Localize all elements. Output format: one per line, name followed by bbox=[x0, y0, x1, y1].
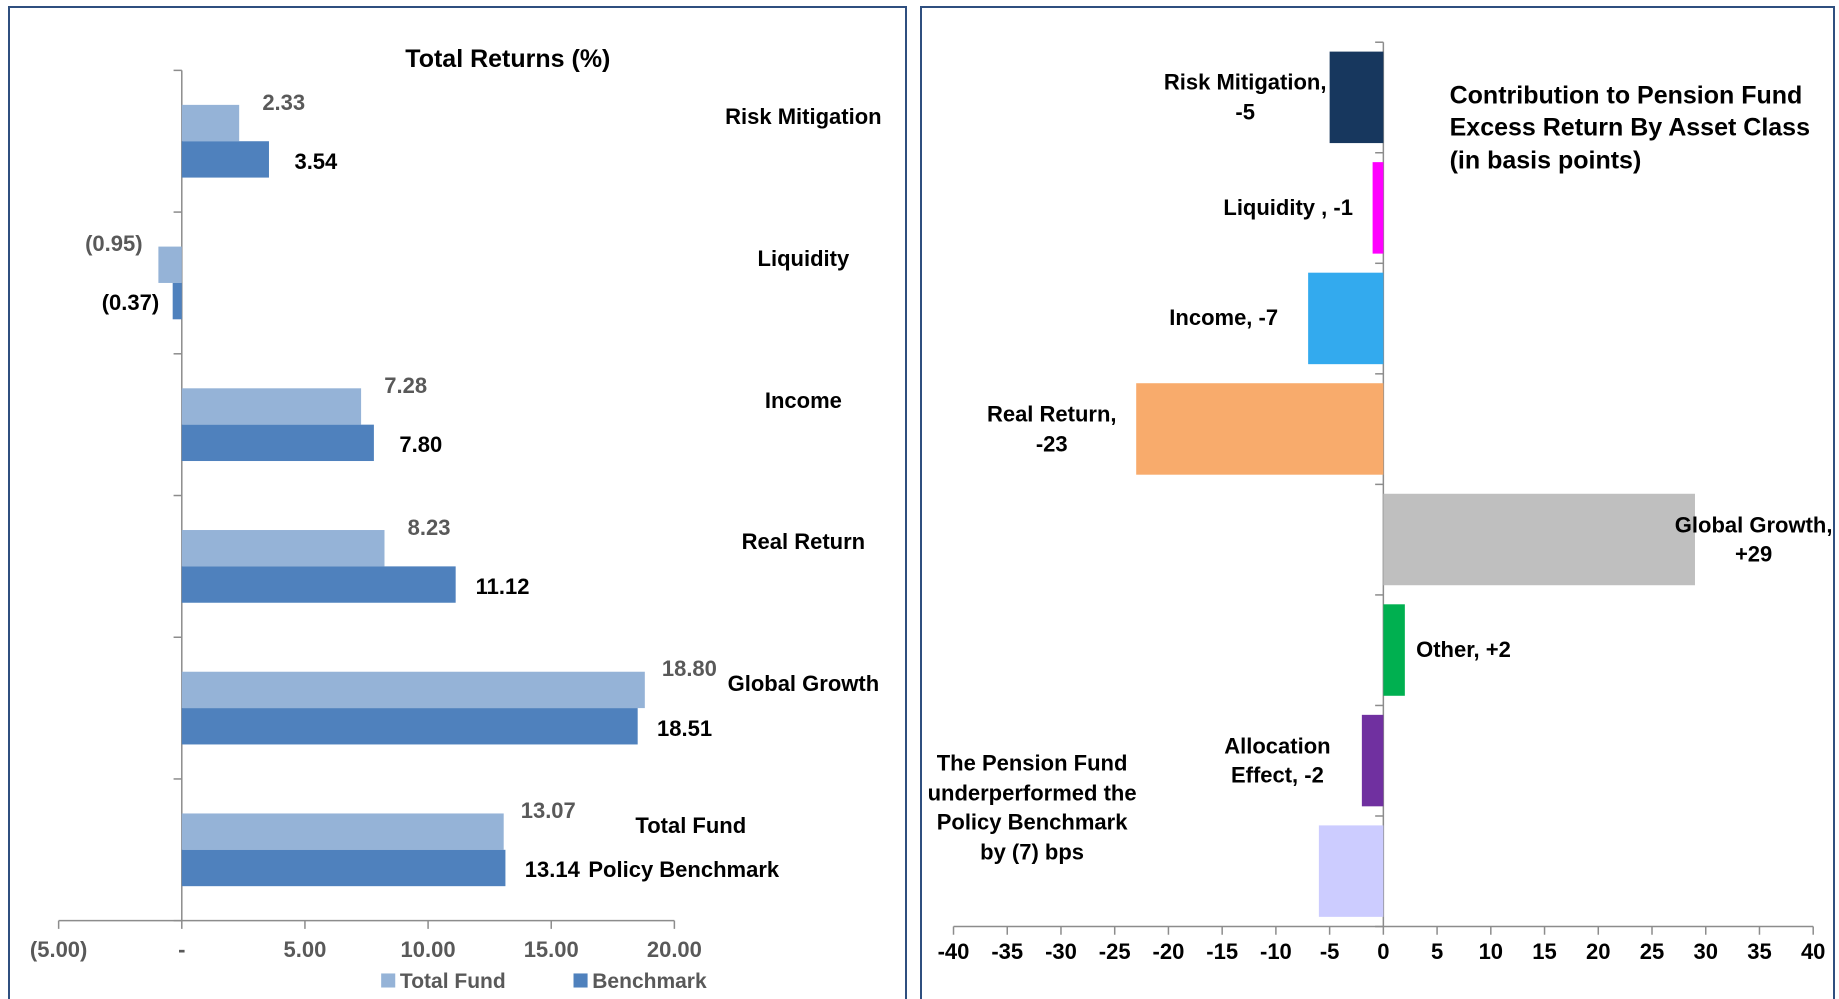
legend-label: Total Fund bbox=[399, 969, 506, 993]
x-tick-label: 35 bbox=[1747, 939, 1772, 965]
x-tick-label: -35 bbox=[991, 939, 1024, 965]
value-label: 11.12 bbox=[475, 574, 530, 600]
value-label: Income, -7 bbox=[1169, 305, 1279, 331]
x-tick-label: (5.00) bbox=[29, 937, 88, 963]
bar bbox=[172, 282, 182, 320]
category-label: Global Growth bbox=[727, 671, 880, 697]
bar bbox=[1136, 383, 1384, 475]
category-label: Risk Mitigation bbox=[725, 104, 882, 130]
bar bbox=[1308, 272, 1384, 365]
x-tick-label: -20 bbox=[1152, 939, 1185, 965]
bar bbox=[181, 104, 240, 142]
x-tick-label: 30 bbox=[1693, 939, 1718, 965]
value-label: 7.80 bbox=[399, 432, 443, 458]
value-label: Risk Mitigation, -5 bbox=[1163, 69, 1327, 125]
chart-title: Contribution to Pension Fund Excess Retu… bbox=[1449, 81, 1810, 175]
x-tick-label: -25 bbox=[1098, 939, 1131, 965]
value-label: 3.54 bbox=[294, 148, 338, 174]
x-tick-label: 20.00 bbox=[646, 937, 702, 963]
category-label: Total Fund bbox=[635, 813, 747, 839]
value-label: 18.51 bbox=[657, 715, 713, 741]
x-tick-label: -15 bbox=[1206, 939, 1239, 965]
category-label: Real Return bbox=[741, 529, 866, 555]
bar bbox=[181, 671, 645, 709]
bar bbox=[181, 424, 374, 462]
value-label: 7.28 bbox=[384, 373, 428, 399]
x-tick-label: 15 bbox=[1532, 939, 1557, 965]
annotation: The Pension Fund underperformed the Poli… bbox=[927, 750, 1137, 865]
x-tick-label: 20 bbox=[1586, 939, 1611, 965]
bar bbox=[1318, 825, 1384, 917]
bar bbox=[158, 246, 182, 283]
right-panel bbox=[920, 6, 1835, 999]
chart-title: Total Returns (%) bbox=[405, 44, 611, 73]
legend-swatch bbox=[381, 973, 396, 988]
x-tick-label: 10.00 bbox=[400, 937, 456, 963]
value-label: 8.23 bbox=[407, 514, 451, 540]
x-tick-label: -10 bbox=[1259, 939, 1292, 965]
category-label: Liquidity bbox=[757, 246, 850, 272]
x-tick-label: -30 bbox=[1045, 939, 1077, 965]
bar bbox=[1361, 714, 1384, 807]
value-label: Other, +2 bbox=[1416, 637, 1511, 663]
x-tick-label: 40 bbox=[1800, 939, 1826, 965]
value-label: Liquidity , -1 bbox=[1223, 195, 1353, 221]
value-label: 13.07 bbox=[520, 798, 576, 824]
value-label: 13.14 bbox=[524, 857, 580, 883]
bar bbox=[181, 813, 504, 850]
x-tick-label: 10 bbox=[1478, 939, 1504, 965]
bar bbox=[1372, 162, 1384, 254]
bar bbox=[181, 566, 456, 603]
x-tick-label: 25 bbox=[1639, 939, 1665, 965]
annotation: Policy Benchmark bbox=[588, 857, 780, 883]
value-label: Global Growth, +29 bbox=[1674, 511, 1833, 567]
bar bbox=[181, 849, 506, 887]
left-panel bbox=[8, 6, 907, 999]
x-tick-label: 15.00 bbox=[523, 937, 579, 963]
legend-label: Benchmark bbox=[592, 969, 707, 993]
x-tick-label: - bbox=[178, 937, 186, 963]
x-tick-label: 5.00 bbox=[283, 937, 327, 963]
value-label: (0.37) bbox=[101, 290, 160, 316]
x-tick-label: 0 bbox=[1377, 939, 1390, 965]
legend-swatch bbox=[573, 973, 588, 988]
value-label: Real Return, -23 bbox=[986, 401, 1117, 456]
bar bbox=[181, 141, 269, 178]
x-tick-label: -40 bbox=[937, 939, 970, 965]
x-tick-label: -5 bbox=[1319, 939, 1340, 965]
bar bbox=[181, 530, 385, 567]
bar bbox=[181, 708, 638, 745]
bar bbox=[181, 388, 362, 425]
value-label: (0.95) bbox=[85, 231, 143, 257]
value-label: 18.80 bbox=[661, 656, 717, 682]
value-label: Allocation Effect, -2 bbox=[1224, 732, 1331, 788]
category-label: Income bbox=[764, 387, 842, 413]
bar bbox=[1329, 51, 1384, 144]
value-label: 2.33 bbox=[262, 89, 306, 115]
bar bbox=[1383, 493, 1695, 586]
bar bbox=[1383, 604, 1405, 696]
x-tick-label: 5 bbox=[1430, 939, 1444, 965]
